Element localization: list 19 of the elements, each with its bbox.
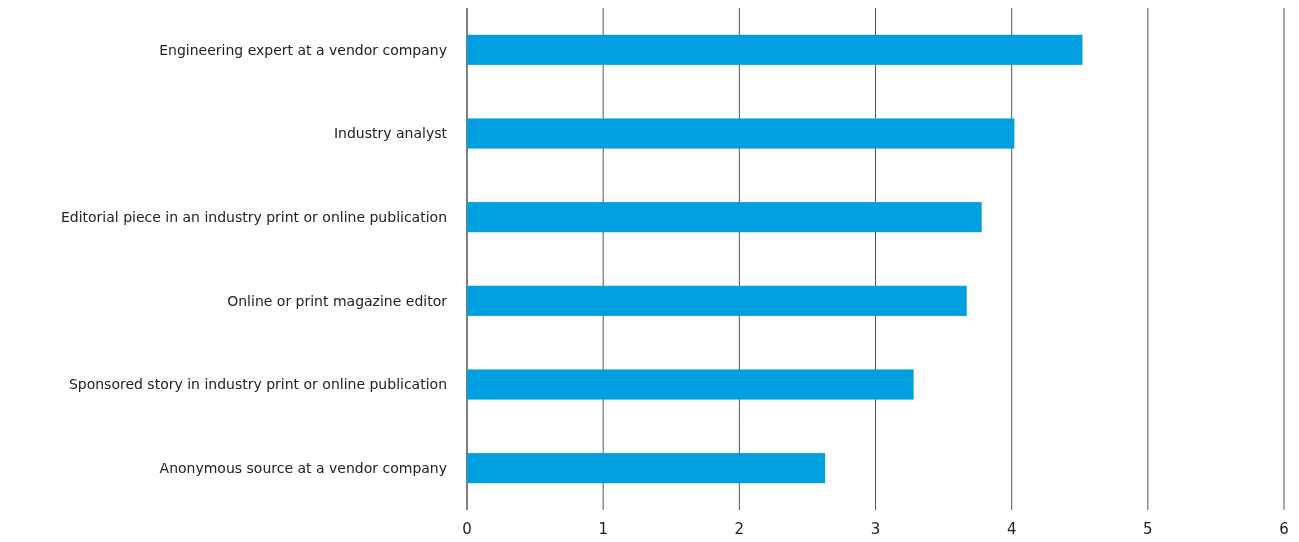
x-tick-label: 3 — [870, 520, 881, 538]
y-tick-label: Industry analyst — [333, 125, 448, 142]
bar — [467, 285, 967, 316]
y-tick-label: Anonymous source at a vendor company — [159, 460, 447, 477]
x-tick-label: 6 — [1279, 520, 1289, 538]
bar — [467, 34, 1083, 65]
y-tick-label: Editorial piece in an industry print or online publication — [60, 209, 447, 226]
y-tick-label: Engineering expert at a vendor company — [159, 41, 447, 58]
bar — [467, 453, 826, 484]
x-tick-label: 5 — [1143, 520, 1153, 538]
x-tick-label: 1 — [598, 520, 608, 538]
bar — [467, 202, 982, 233]
y-tick-label: Online or print magazine editor — [227, 292, 448, 309]
bar — [467, 118, 1015, 149]
x-tick-label: 4 — [1006, 520, 1017, 538]
x-tick-label: 0 — [462, 520, 472, 538]
x-tick-label: 2 — [734, 520, 745, 538]
bar — [467, 369, 914, 400]
y-tick-label: Sponsored story in industry print or online publication — [68, 376, 447, 393]
